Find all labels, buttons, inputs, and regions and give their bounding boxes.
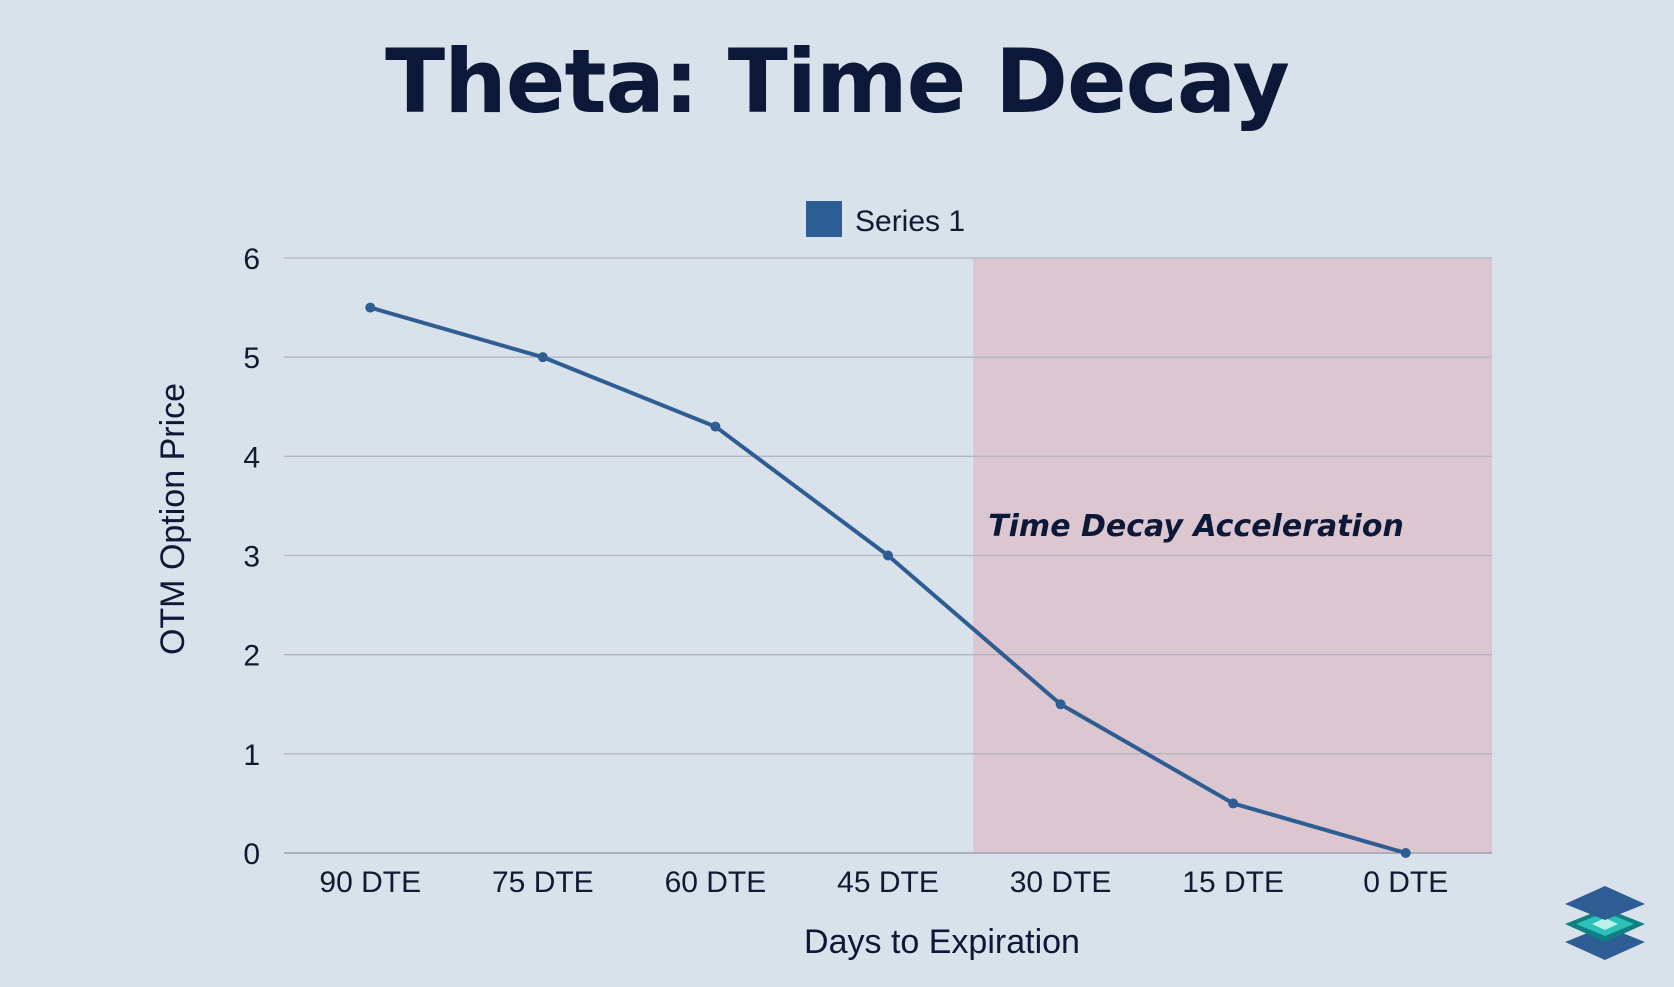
x-tick-label: 75 DTE <box>492 866 594 899</box>
x-axis-title: Days to Expiration <box>804 923 1080 961</box>
highlight-region-label: Time Decay Acceleration <box>988 509 1404 544</box>
legend-swatch <box>806 201 842 237</box>
x-tick-label: 90 DTE <box>319 866 421 899</box>
data-point <box>710 421 721 432</box>
y-tick-label: 1 <box>243 739 260 772</box>
data-point <box>1055 699 1066 710</box>
y-tick-label: 0 <box>243 838 260 871</box>
x-tick-label: 30 DTE <box>1010 866 1112 899</box>
stacked-layers-logo-icon <box>1565 886 1645 960</box>
y-tick-label: 3 <box>243 541 260 574</box>
y-tick-label: 4 <box>243 441 260 474</box>
y-tick-label: 5 <box>243 342 260 375</box>
y-tick-label: 2 <box>243 640 260 673</box>
legend-label: Series 1 <box>855 205 965 238</box>
x-tick-label: 45 DTE <box>837 866 939 899</box>
data-point <box>1400 848 1411 858</box>
x-tick-label: 60 DTE <box>665 866 767 899</box>
y-tick-label: 6 <box>243 243 260 276</box>
x-tick-label: 0 DTE <box>1363 866 1448 899</box>
page-title: Theta: Time Decay <box>385 30 1290 133</box>
data-point <box>883 550 893 561</box>
data-point <box>365 302 376 313</box>
data-point <box>1228 798 1239 809</box>
data-point <box>537 352 548 363</box>
x-tick-label: 15 DTE <box>1182 866 1284 899</box>
y-axis-title: OTM Option Price <box>154 383 192 655</box>
